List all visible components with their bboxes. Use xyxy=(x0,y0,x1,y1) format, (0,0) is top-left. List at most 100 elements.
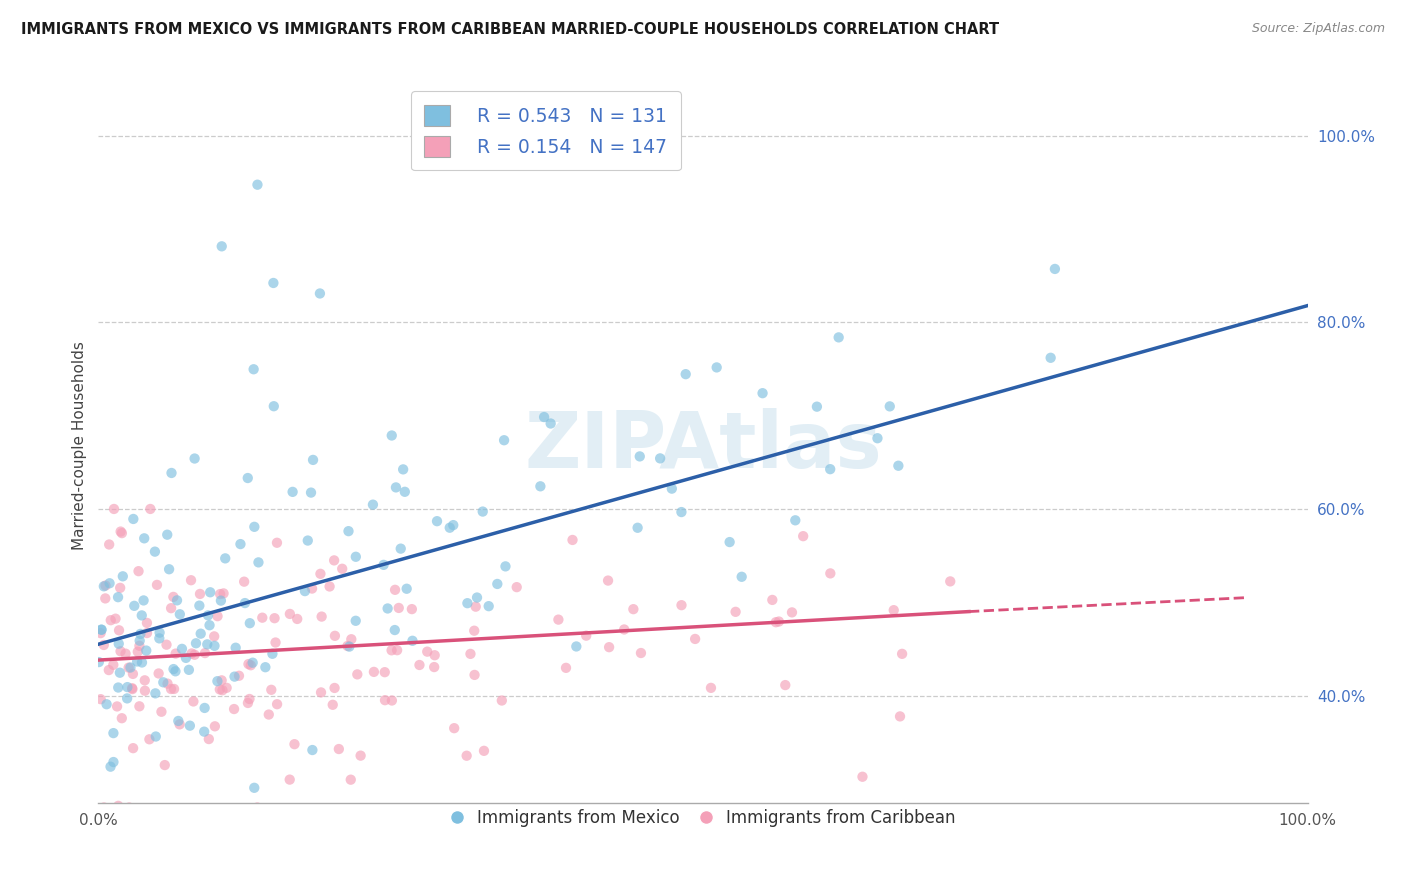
Point xyxy=(311,609,333,624)
Point xyxy=(211,673,233,688)
Point xyxy=(174,651,197,665)
Point xyxy=(377,601,399,615)
Point xyxy=(128,699,150,714)
Point xyxy=(236,471,259,485)
Point xyxy=(394,484,416,499)
Point xyxy=(575,629,598,643)
Point xyxy=(309,685,332,699)
Point xyxy=(94,578,117,592)
Point xyxy=(190,626,212,640)
Point xyxy=(238,657,260,671)
Point xyxy=(156,676,179,690)
Point xyxy=(103,726,125,740)
Point xyxy=(149,625,172,640)
Point xyxy=(464,668,486,682)
Point xyxy=(238,692,260,706)
Point xyxy=(183,694,205,708)
Point xyxy=(202,629,225,643)
Point xyxy=(170,641,193,656)
Point xyxy=(416,645,439,659)
Point xyxy=(148,632,170,646)
Point xyxy=(224,670,246,684)
Point xyxy=(100,760,122,774)
Point xyxy=(361,498,384,512)
Point xyxy=(401,602,423,616)
Point xyxy=(204,719,226,733)
Point xyxy=(337,640,360,654)
Point xyxy=(225,640,247,655)
Point xyxy=(266,535,288,549)
Point xyxy=(385,480,408,494)
Point xyxy=(93,579,115,593)
Point xyxy=(177,663,200,677)
Point xyxy=(775,678,797,692)
Point xyxy=(423,648,446,663)
Point xyxy=(111,711,134,725)
Point xyxy=(262,647,284,661)
Point xyxy=(254,660,277,674)
Point xyxy=(540,417,562,431)
Point xyxy=(408,658,430,673)
Point xyxy=(506,580,529,594)
Point xyxy=(134,683,156,698)
Point xyxy=(121,682,143,697)
Point xyxy=(385,643,408,657)
Point xyxy=(145,686,167,700)
Point xyxy=(661,482,683,496)
Point xyxy=(443,721,465,735)
Point xyxy=(706,360,728,375)
Point xyxy=(90,692,112,706)
Point xyxy=(107,590,129,604)
Point xyxy=(103,755,125,769)
Point xyxy=(239,616,262,631)
Point xyxy=(134,673,156,688)
Point xyxy=(160,466,183,480)
Point xyxy=(346,667,368,681)
Point xyxy=(139,502,162,516)
Point xyxy=(792,529,814,543)
Point xyxy=(128,633,150,648)
Point xyxy=(135,643,157,657)
Point xyxy=(630,646,652,660)
Point xyxy=(236,696,259,710)
Point xyxy=(780,606,803,620)
Point xyxy=(495,559,517,574)
Point xyxy=(107,681,129,695)
Point xyxy=(204,639,226,653)
Point xyxy=(426,514,449,528)
Point xyxy=(330,562,353,576)
Point xyxy=(143,544,166,558)
Point xyxy=(129,627,152,641)
Point xyxy=(242,362,264,376)
Point xyxy=(456,748,478,763)
Point xyxy=(193,724,215,739)
Point xyxy=(195,637,218,651)
Point xyxy=(336,639,359,653)
Point xyxy=(285,612,308,626)
Point xyxy=(761,593,783,607)
Point xyxy=(561,533,583,547)
Point xyxy=(153,758,176,772)
Point xyxy=(278,772,301,787)
Point xyxy=(724,605,747,619)
Point xyxy=(381,643,404,657)
Point xyxy=(160,601,183,615)
Point xyxy=(328,742,350,756)
Point xyxy=(243,780,266,795)
Point xyxy=(322,698,344,712)
Point xyxy=(294,584,316,599)
Point xyxy=(127,655,149,669)
Point xyxy=(105,699,128,714)
Point xyxy=(344,549,367,564)
Point xyxy=(155,638,177,652)
Point xyxy=(115,691,138,706)
Point xyxy=(683,632,706,646)
Point xyxy=(264,635,287,649)
Point xyxy=(122,512,145,526)
Point xyxy=(152,675,174,690)
Point xyxy=(110,524,132,539)
Point xyxy=(180,573,202,587)
Point xyxy=(214,551,236,566)
Point xyxy=(381,693,404,707)
Point xyxy=(374,693,396,707)
